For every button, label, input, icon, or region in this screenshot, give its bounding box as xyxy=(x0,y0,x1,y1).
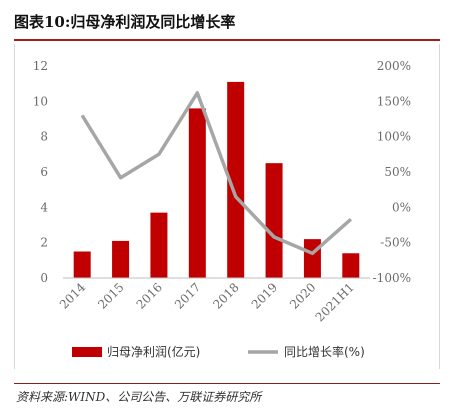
left-tick-label: 12 xyxy=(33,59,48,73)
growth-point-2016 xyxy=(158,153,160,155)
growth-point-2017 xyxy=(196,92,198,94)
bar-2021H1 xyxy=(342,253,360,278)
right-tick-label: 0% xyxy=(392,200,411,214)
x-tick-label: 2018 xyxy=(210,280,241,311)
source-note: 资料来源:WIND、公司公告、万联证券研究所 xyxy=(16,390,262,404)
legend-swatch-bar xyxy=(72,347,102,357)
right-tick-label: -50% xyxy=(380,236,411,250)
left-tick-label: 0 xyxy=(40,271,48,285)
title-divider xyxy=(14,39,440,41)
left-tick-label: 6 xyxy=(40,165,48,179)
bar-2018 xyxy=(227,81,245,279)
growth-point-2019 xyxy=(273,236,275,238)
line-series-growth xyxy=(80,91,352,256)
chart-title-bar: 图表10:归母净利润及同比增长率 xyxy=(14,6,440,36)
x-tick-label: 2019 xyxy=(249,280,280,311)
chart-title: 图表10:归母净利润及同比增长率 xyxy=(14,12,236,31)
right-tick-label: 150% xyxy=(377,94,411,108)
right-tick-label: 50% xyxy=(384,165,411,179)
legend-label-line: 同比增长率(%) xyxy=(284,344,365,359)
x-tick-label: 2014 xyxy=(57,280,89,312)
source-divider xyxy=(14,383,440,384)
growth-point-2014 xyxy=(81,114,83,116)
right-tick-label: 100% xyxy=(377,130,411,144)
right-tick-label: -100% xyxy=(373,271,411,285)
right-axis: -100% -50% 0% 50% 100% 150% 200% xyxy=(373,59,411,285)
x-tick-label: 2021H1 xyxy=(313,280,357,324)
combo-chart: 0 2 4 6 8 10 12 -100% -50% 0% 50% 100% 150% 200% 201… xyxy=(33,59,411,359)
x-tick-label: 2020 xyxy=(287,280,318,311)
left-tick-label: 2 xyxy=(40,236,48,250)
x-tick-label: 2017 xyxy=(172,280,203,311)
bar-2015 xyxy=(112,240,130,278)
x-tick-label: 2016 xyxy=(134,280,165,311)
bar-2014 xyxy=(73,251,91,278)
right-tick-label: 200% xyxy=(377,59,411,73)
bar-2017 xyxy=(188,108,206,279)
left-tick-label: 8 xyxy=(40,130,48,144)
chart-frame xyxy=(14,44,440,369)
growth-point-2021H1 xyxy=(350,218,352,220)
growth-point-2020 xyxy=(311,252,313,254)
growth-point-2015 xyxy=(120,177,122,179)
x-tick-label: 2015 xyxy=(95,280,126,311)
legend-label-bar: 归母净利润(亿元) xyxy=(107,344,200,359)
left-tick-label: 10 xyxy=(33,94,48,108)
left-tick-label: 4 xyxy=(40,200,48,214)
bar-2020 xyxy=(303,239,321,278)
growth-line xyxy=(80,91,352,256)
left-axis: 0 2 4 6 8 10 12 xyxy=(33,59,49,285)
legend: 归母净利润(亿元) 同比增长率(%) xyxy=(72,344,365,359)
bar-2019 xyxy=(265,163,283,278)
growth-point-2018 xyxy=(235,196,237,198)
bar-2016 xyxy=(150,212,168,278)
